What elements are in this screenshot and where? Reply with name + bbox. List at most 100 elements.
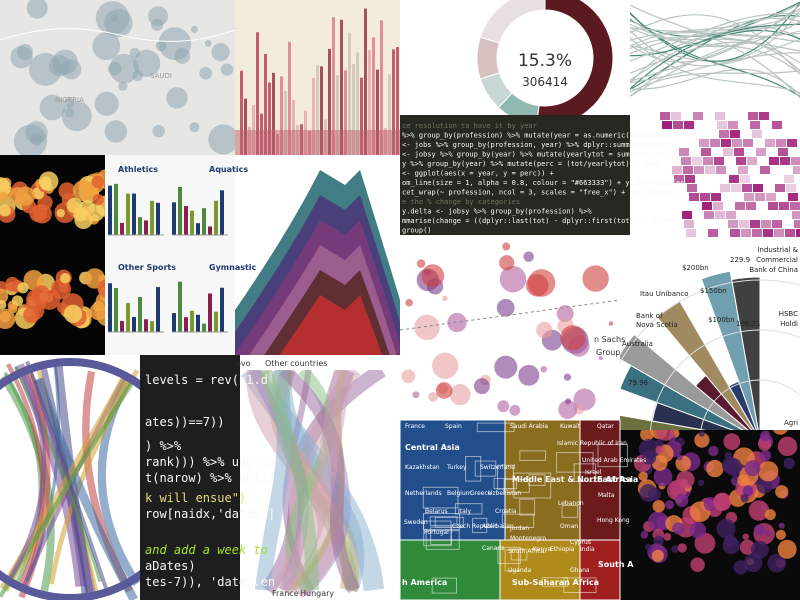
heat-blob — [63, 304, 83, 324]
heat-cell — [662, 121, 672, 129]
strip-bar — [316, 64, 319, 155]
bubble — [540, 365, 548, 373]
bubble — [523, 251, 534, 262]
heat-cell — [738, 166, 748, 174]
treemap-cell — [465, 455, 482, 482]
heat-dot — [764, 509, 776, 521]
tangle-line — [630, 23, 800, 90]
label: 196.21 — [736, 320, 761, 328]
mini-bar — [126, 303, 130, 332]
heat-cell — [726, 211, 736, 219]
heat-cell — [728, 121, 738, 129]
code-line: %>% group_by(profession) %>% mutate(year… — [402, 132, 676, 140]
heat-blob — [15, 186, 36, 206]
bubble — [496, 298, 515, 317]
map-bubble — [30, 132, 44, 146]
stream-layer — [235, 295, 400, 355]
code-line: rank))) %>% ungrou — [145, 455, 275, 469]
heat-dot — [743, 553, 763, 573]
strip-bar — [280, 76, 283, 155]
code-line: <- ggplot(aes(x = year, y = perc)) + — [402, 170, 554, 178]
chord-ribbon — [6, 374, 46, 582]
bubble — [563, 373, 572, 381]
heat-cell — [787, 139, 797, 147]
mini-bar — [190, 310, 194, 332]
heat-cell — [730, 130, 740, 138]
heat-cell — [717, 121, 727, 129]
tangle-line — [630, 30, 800, 47]
map-bubble — [104, 120, 128, 143]
heat-dot — [640, 530, 649, 539]
label: South Africa — [508, 548, 545, 555]
label: Islamic Republic of Iran — [557, 440, 627, 447]
bubble — [421, 264, 445, 288]
bubble — [428, 391, 438, 402]
heat-cell — [694, 166, 704, 174]
heat-cell — [703, 157, 713, 165]
strip-bar — [332, 17, 335, 155]
heat-blob — [92, 194, 105, 206]
heat-cell — [686, 229, 696, 237]
heat-cell — [713, 202, 723, 210]
label: Sweden — [404, 519, 428, 526]
heat-cell — [682, 211, 692, 219]
bubble — [518, 364, 540, 386]
heat-cell — [743, 139, 753, 147]
tile-group — [108, 183, 228, 333]
tangle-line — [630, 12, 800, 97]
heat-cell — [708, 229, 718, 237]
treemap-cell — [561, 505, 579, 518]
chord-ribbon — [25, 360, 110, 594]
mini-bar — [138, 217, 142, 235]
bubble — [405, 299, 413, 307]
heat-dot — [748, 500, 770, 521]
heat-cell — [747, 157, 757, 165]
tile-group — [235, 8, 400, 155]
label: Qatar — [597, 423, 614, 430]
heat-cell — [742, 184, 752, 192]
mini-bar — [196, 223, 200, 235]
label: Azerbaijan — [482, 523, 514, 530]
label: Sub-Saharan Africa — [512, 578, 599, 587]
label: HSBC — [779, 310, 798, 318]
label: Central Asia — [405, 443, 460, 452]
strip-bar — [312, 77, 315, 155]
label: Hungary — [300, 589, 334, 598]
label: $100bn — [708, 316, 735, 324]
heatmap-tile — [630, 100, 800, 245]
map-bubble — [190, 25, 198, 33]
heat-cell — [672, 166, 682, 174]
mini-bar — [172, 202, 176, 235]
heat-dot — [676, 454, 683, 461]
tile-group — [660, 112, 800, 237]
heat-blob — [23, 306, 40, 324]
treemap-cell — [422, 486, 459, 509]
strip-bar — [376, 69, 379, 155]
label: Kenya — [533, 546, 552, 553]
donut-segment — [537, 0, 614, 115]
heat-dot — [664, 500, 675, 510]
code-line: tes-7)), 'dates.en — [145, 575, 275, 589]
strip-bar — [288, 41, 291, 155]
heat-cell — [752, 229, 762, 237]
label: Commercial — [756, 256, 798, 264]
heat-blob — [0, 204, 11, 217]
bubble — [497, 400, 510, 413]
heat-cell — [702, 202, 712, 210]
heat-dot — [653, 467, 673, 487]
label: $200bn — [682, 264, 709, 272]
heat-cell — [791, 157, 800, 165]
tile-group — [620, 270, 800, 430]
strip-bar — [364, 8, 367, 155]
strip-band — [235, 130, 400, 155]
heat-blob — [11, 295, 24, 307]
label: Middle East & North Africa — [512, 475, 632, 484]
bubble — [435, 382, 453, 399]
heat-cell — [772, 121, 782, 129]
heat-cell — [756, 148, 766, 156]
label: Lebanon — [558, 500, 584, 507]
heat-cell — [700, 193, 710, 201]
strip-bar — [396, 47, 399, 155]
tangle-line — [630, 70, 800, 93]
